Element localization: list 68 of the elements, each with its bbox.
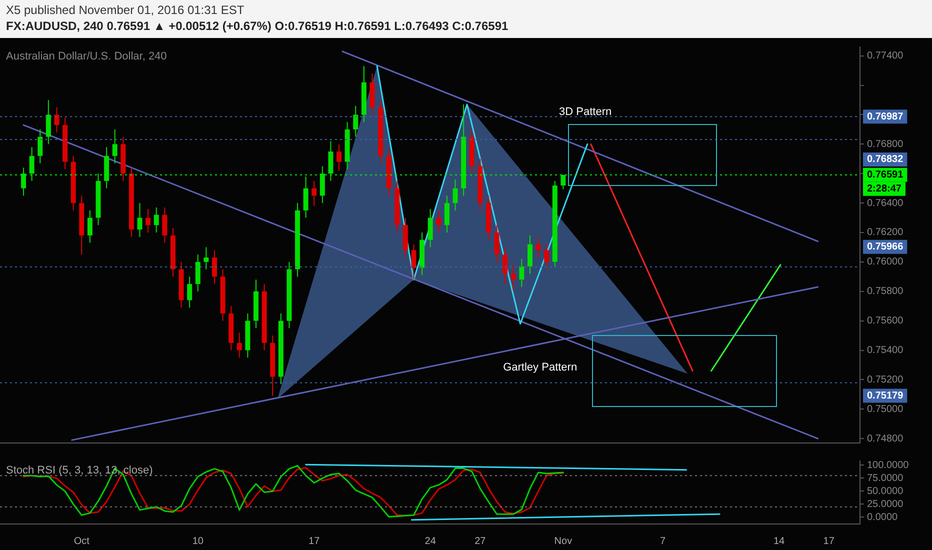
y-tick-label: 0.74800 bbox=[867, 433, 904, 444]
x-tick-label: 24 bbox=[424, 536, 436, 547]
candlestick bbox=[494, 224, 500, 262]
candlestick bbox=[195, 254, 200, 292]
ref-line-label: 0.76987 bbox=[867, 111, 904, 122]
y-tick-label: 0.76200 bbox=[867, 227, 904, 238]
candlestick bbox=[527, 234, 532, 274]
candlestick bbox=[328, 140, 334, 182]
candlestick bbox=[212, 250, 217, 285]
candlestick bbox=[519, 258, 524, 288]
candlestick bbox=[353, 105, 358, 138]
y-tick-label: 50.0000 bbox=[867, 486, 904, 497]
x-tick-label: 10 bbox=[192, 536, 204, 547]
y-tick-label: 0.76000 bbox=[867, 256, 904, 268]
x-tick-label: 27 bbox=[474, 536, 486, 547]
candlestick bbox=[112, 128, 118, 164]
ref-line-label: 0.75179 bbox=[867, 390, 904, 402]
candlestick bbox=[46, 99, 51, 145]
candlestick bbox=[411, 244, 416, 280]
x-tick-label: Nov bbox=[554, 536, 572, 547]
y-tick-label: 0.77400 bbox=[867, 50, 904, 62]
chart-title: X5 published November 01, 2016 01:31 EST bbox=[6, 2, 246, 18]
candlestick bbox=[204, 246, 209, 270]
y-tick-label: 0.75400 bbox=[867, 345, 904, 356]
candlestick bbox=[444, 195, 450, 233]
x-tick-label: 17 bbox=[308, 536, 320, 547]
y-tick-label: 0.75200 bbox=[867, 374, 904, 386]
ref-line-label: 0.76832 bbox=[867, 154, 904, 166]
candlestick bbox=[54, 106, 60, 133]
y-tick-label: 0.75000 bbox=[867, 404, 904, 415]
y-tick-label: 0.75600 bbox=[867, 316, 904, 327]
candlestick bbox=[162, 206, 168, 244]
candlestick bbox=[21, 167, 26, 196]
candlestick bbox=[536, 236, 541, 258]
annotation: Australian Dollar/U.S. Dollar, 240 bbox=[6, 50, 167, 63]
candlestick bbox=[502, 246, 508, 285]
y-tick-label: 0.76800 bbox=[867, 138, 904, 150]
x-tick-label: 17 bbox=[823, 536, 835, 547]
x-tick-label: Oct bbox=[74, 536, 90, 547]
candlestick bbox=[312, 180, 317, 206]
candlestick bbox=[436, 210, 442, 233]
candlestick bbox=[154, 206, 159, 233]
annotation: Gartley Pattern bbox=[503, 361, 578, 374]
chart-subtitle: FX:AUDUSD, 240 0.76591 ▲ +0.00512 (+0.67%) O:0.76519 H:0.76591 L:0.76493 C:0.76591 bbox=[6, 18, 510, 34]
ref-line-label: 0.76591 2:28:47 bbox=[867, 170, 904, 195]
candlestick bbox=[38, 128, 43, 164]
candlestick bbox=[336, 144, 342, 172]
x-tick-label: 7 bbox=[660, 536, 666, 547]
y-tick-label: 75.0000 bbox=[867, 472, 904, 484]
y-tick-label: 0.76400 bbox=[867, 198, 904, 209]
candlestick bbox=[29, 146, 34, 182]
y-tick-label: 0.0000 bbox=[867, 512, 898, 523]
candlestick bbox=[320, 166, 325, 204]
y-tick-label: 25.0000 bbox=[867, 498, 904, 510]
candlestick bbox=[510, 264, 516, 290]
candlestick bbox=[544, 244, 550, 270]
candlestick bbox=[303, 176, 308, 218]
candlestick bbox=[560, 174, 566, 190]
candlestick bbox=[146, 208, 151, 233]
y-tick-label: 0.75800 bbox=[867, 286, 904, 298]
y-tick-label: 100.0000 bbox=[867, 460, 910, 471]
ref-line-label: 0.75966 bbox=[867, 242, 904, 253]
annotation: 3D Pattern bbox=[559, 106, 612, 118]
candlestick bbox=[187, 276, 192, 308]
candlestick bbox=[428, 208, 433, 248]
candlestick bbox=[236, 332, 242, 358]
candlestick bbox=[87, 210, 92, 244]
x-tick-label: 14 bbox=[773, 536, 786, 547]
